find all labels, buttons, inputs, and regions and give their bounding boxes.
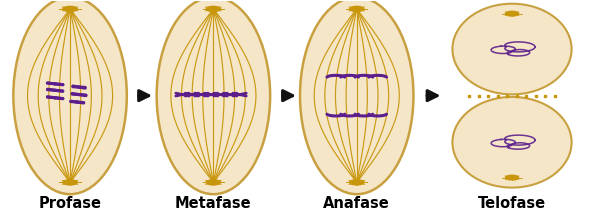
Circle shape [63, 6, 77, 12]
Text: Anafase: Anafase [323, 196, 390, 211]
Circle shape [505, 11, 518, 16]
Circle shape [350, 180, 364, 185]
Circle shape [206, 180, 221, 185]
Circle shape [505, 175, 518, 180]
Text: Profase: Profase [38, 196, 101, 211]
Ellipse shape [13, 0, 127, 194]
Text: Metafase: Metafase [175, 196, 252, 211]
Circle shape [206, 6, 221, 12]
Circle shape [350, 6, 364, 12]
Ellipse shape [157, 0, 270, 194]
Ellipse shape [452, 97, 572, 187]
Text: Telofase: Telofase [478, 196, 546, 211]
Ellipse shape [452, 4, 572, 94]
Circle shape [63, 180, 77, 185]
Ellipse shape [300, 0, 413, 194]
